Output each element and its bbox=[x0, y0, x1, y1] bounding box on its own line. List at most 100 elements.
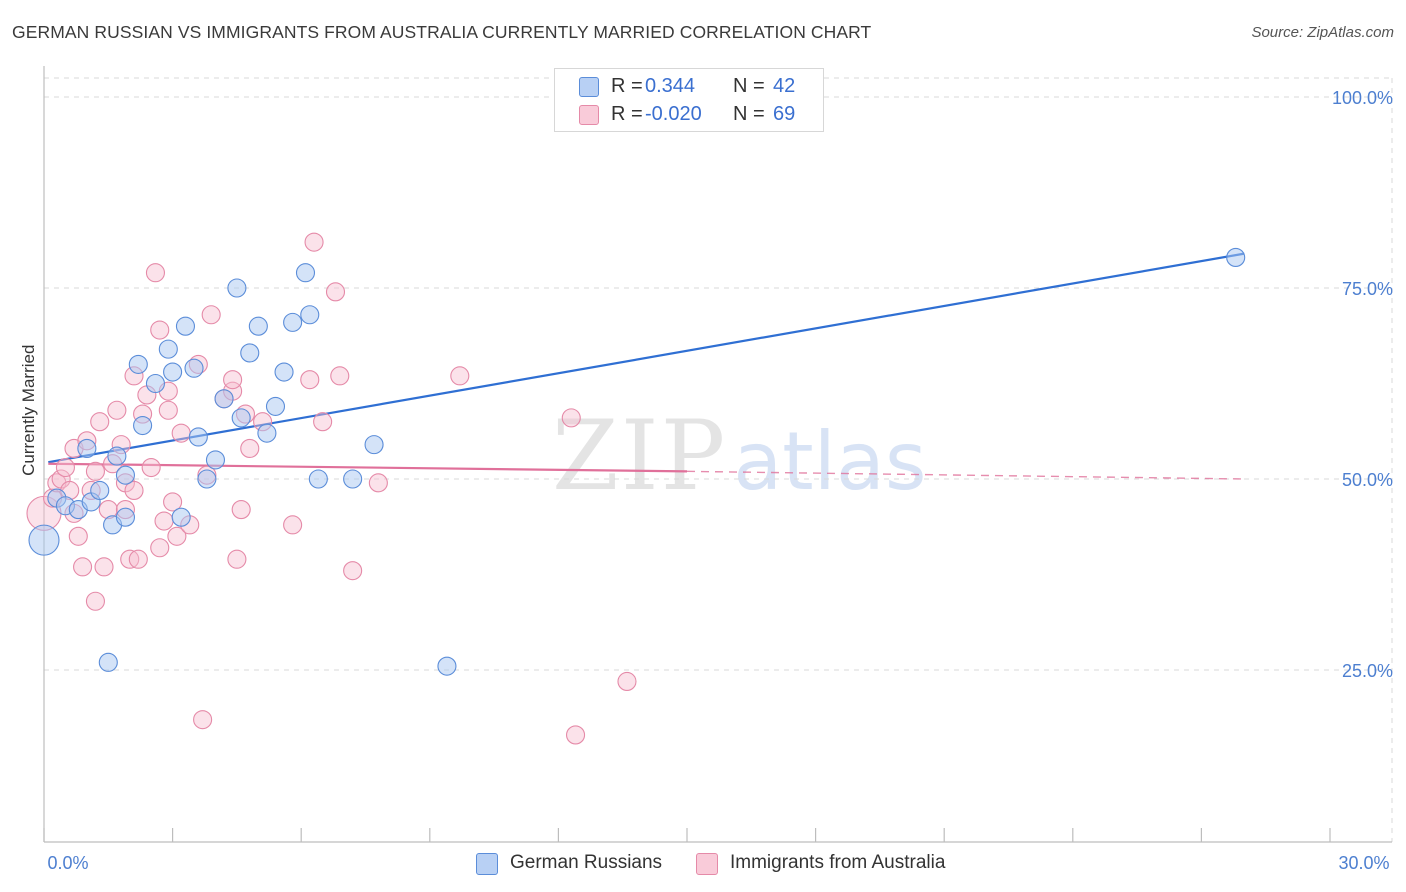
pink-point bbox=[561, 408, 581, 428]
pink-point bbox=[201, 305, 221, 325]
data-points bbox=[26, 232, 1246, 745]
legend-r-label: R = bbox=[611, 75, 643, 97]
pink-point bbox=[167, 526, 187, 546]
blue-point bbox=[300, 305, 320, 325]
pink-point bbox=[128, 549, 148, 569]
blue-point bbox=[437, 656, 457, 676]
blue-point bbox=[188, 427, 208, 447]
pink-point bbox=[85, 461, 105, 481]
blue-point bbox=[343, 469, 363, 489]
x-tick-label: 30.0% bbox=[1338, 853, 1389, 873]
pink-point bbox=[304, 232, 324, 252]
series-legend: German Russians Immigrants from Australi… bbox=[0, 852, 1406, 878]
chart-title: GERMAN RUSSIAN VS IMMIGRANTS FROM AUSTRA… bbox=[12, 22, 872, 42]
blue-point bbox=[364, 435, 384, 455]
blue-point bbox=[308, 469, 328, 489]
blue-point bbox=[90, 480, 110, 501]
pink-point bbox=[325, 282, 346, 302]
gridlines bbox=[44, 77, 1393, 842]
pink-point bbox=[171, 423, 191, 443]
y-tick-label: 50.0% bbox=[1342, 470, 1393, 490]
legend-r-label: R = bbox=[611, 103, 643, 125]
blue-point bbox=[274, 362, 294, 382]
y-tick-label: 25.0% bbox=[1342, 661, 1393, 681]
blue-point bbox=[98, 652, 118, 672]
blue-point bbox=[295, 263, 316, 283]
legend-r-value: -0.020 bbox=[645, 103, 702, 125]
blue-point bbox=[205, 450, 226, 470]
pink-point bbox=[145, 263, 166, 283]
pink-point bbox=[85, 591, 105, 611]
pink-point bbox=[313, 412, 333, 432]
blue-point bbox=[265, 396, 286, 416]
pink-point bbox=[124, 480, 144, 501]
legend-swatch-pink bbox=[579, 105, 599, 125]
blue-point bbox=[197, 469, 217, 489]
pink-point bbox=[227, 549, 247, 569]
x-tick-label: 0.0% bbox=[47, 853, 88, 873]
pink-trend-extension bbox=[686, 470, 1245, 480]
blue-point bbox=[214, 389, 234, 409]
blue-point bbox=[175, 316, 196, 336]
pink-point bbox=[150, 320, 170, 340]
pink-point bbox=[73, 557, 93, 577]
blue-point bbox=[257, 423, 277, 443]
legend-n-value: 42 bbox=[773, 75, 796, 97]
pink-point bbox=[617, 671, 637, 692]
y-axis-title: Currently Married bbox=[19, 345, 38, 476]
blue-point bbox=[115, 507, 135, 527]
legend-n-label: N = bbox=[733, 103, 765, 125]
pink-point bbox=[154, 511, 174, 531]
pink-point bbox=[107, 400, 127, 420]
pink-trend-line bbox=[48, 462, 688, 473]
y-tick-label: 75.0% bbox=[1342, 279, 1393, 299]
pink-point bbox=[240, 438, 260, 458]
pink-point bbox=[368, 473, 388, 493]
pink-point bbox=[68, 526, 88, 546]
blue-point bbox=[184, 358, 204, 378]
pink-point bbox=[565, 725, 586, 745]
series-swatch-pink bbox=[696, 853, 718, 875]
pink-point bbox=[343, 561, 363, 581]
blue-point bbox=[171, 507, 191, 527]
blue-point bbox=[1226, 247, 1246, 267]
blue-point bbox=[133, 415, 153, 436]
blue-point bbox=[107, 446, 127, 466]
pink-point bbox=[450, 366, 470, 386]
blue-point bbox=[77, 438, 97, 458]
pink-point bbox=[231, 500, 251, 520]
trend-lines bbox=[48, 252, 1245, 480]
blue-point bbox=[28, 524, 60, 556]
pink-point bbox=[223, 370, 243, 390]
pink-point bbox=[283, 515, 303, 535]
legend-swatch-blue bbox=[579, 77, 599, 97]
blue-point bbox=[231, 408, 251, 428]
pink-point bbox=[193, 710, 213, 730]
pink-point bbox=[150, 538, 170, 558]
series-swatch-blue bbox=[476, 853, 498, 875]
series-label: German Russians bbox=[510, 852, 663, 873]
blue-point bbox=[145, 373, 166, 394]
blue-point bbox=[283, 312, 303, 332]
series-label: Immigrants from Australia bbox=[730, 852, 946, 873]
legend-n-value: 69 bbox=[773, 103, 796, 125]
pink-point bbox=[141, 457, 161, 478]
blue-trend-line bbox=[48, 252, 1245, 464]
pink-point bbox=[90, 412, 110, 432]
pink-point bbox=[55, 457, 75, 478]
blue-point bbox=[163, 362, 183, 382]
correlation-legend: R = 0.344 N = 42 R = -0.020 N = 69 bbox=[554, 68, 824, 132]
axes bbox=[43, 66, 1392, 843]
blue-point bbox=[227, 278, 247, 298]
blue-point bbox=[158, 339, 178, 359]
y-tick-label: 100.0% bbox=[1332, 88, 1393, 108]
blue-point bbox=[248, 316, 268, 336]
pink-point bbox=[94, 557, 114, 577]
pink-point bbox=[300, 370, 320, 390]
pink-point bbox=[163, 492, 183, 512]
blue-point bbox=[240, 343, 260, 363]
legend-r-value: 0.344 bbox=[645, 75, 696, 97]
blue-point bbox=[128, 354, 148, 374]
pink-point bbox=[158, 400, 178, 420]
